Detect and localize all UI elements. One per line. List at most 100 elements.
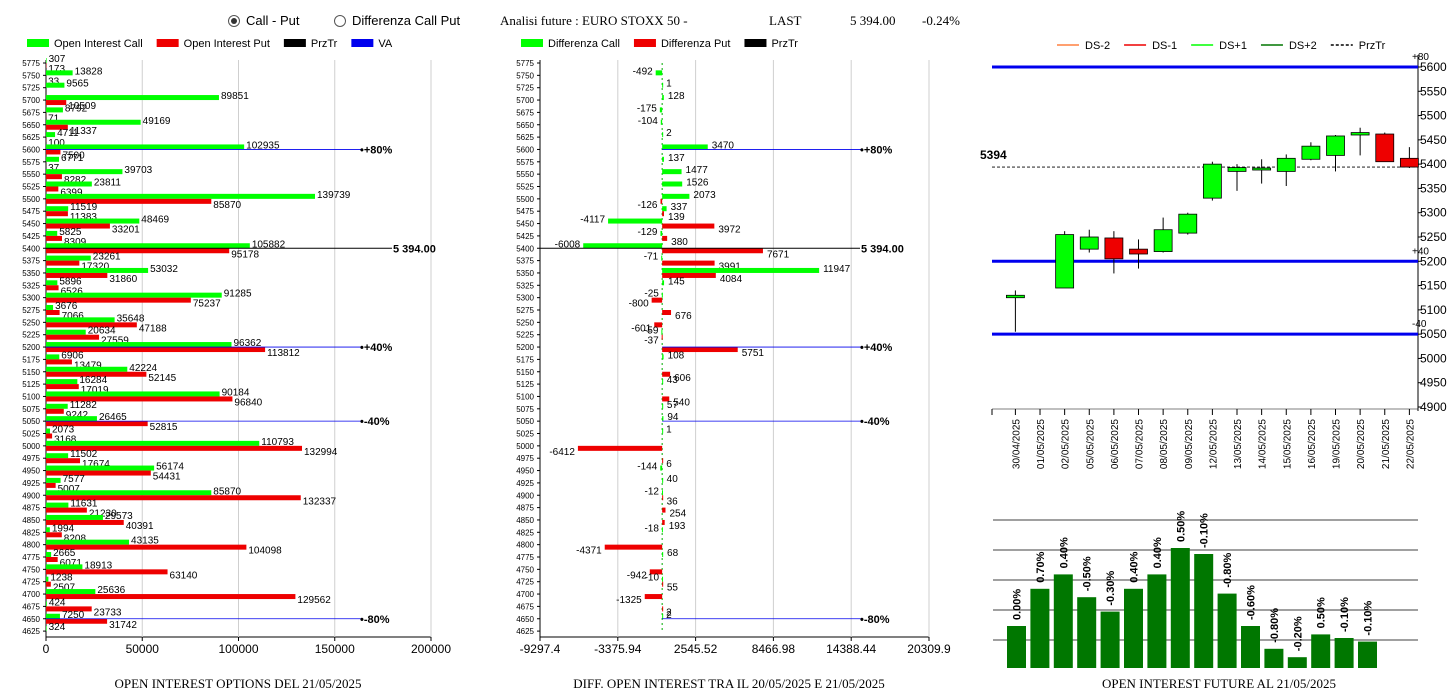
- diff-put-bar: [662, 519, 665, 525]
- oi-put-bar: [46, 285, 59, 291]
- diff-y-tick-label: 5775: [516, 59, 534, 68]
- future-bar-label: 0.40%: [1152, 537, 1164, 568]
- oi-put-bar: [46, 507, 87, 513]
- diff-y-tick-label: 4900: [516, 491, 534, 500]
- diff-value-label: -12: [645, 486, 660, 497]
- diff-value-label: 1: [666, 79, 672, 90]
- oi-legend-swatch: [156, 39, 179, 47]
- future-bar-label: 0.40%: [1058, 537, 1070, 568]
- oi-call-bar: [46, 477, 61, 483]
- candle-legend-label: DS-2: [1085, 40, 1110, 52]
- diff-legend-swatch: [521, 39, 543, 47]
- oi-future-chart: 0.00% 0.70% 0.40% -0.50% -0.30% 0.40% 0.40% 0.5…: [993, 511, 1418, 668]
- oi-put-bar: [46, 260, 80, 266]
- candle-y-tick-label: 4900: [1420, 400, 1447, 414]
- diff-y-tick-label: 5200: [516, 343, 534, 352]
- diff-value-label: -126: [637, 200, 657, 211]
- diff-put-bar: [649, 569, 663, 575]
- oi-y-tick-label: 5100: [22, 392, 40, 401]
- oi-put-bar: [46, 594, 296, 600]
- oi-call-bar: [46, 181, 92, 187]
- diff-value-label: 5751: [742, 348, 765, 359]
- oi-y-tick-label: 4675: [22, 602, 40, 611]
- diff-call-bar: [662, 95, 664, 101]
- candle-y-tick-label: 5100: [1420, 303, 1447, 317]
- oi-y-tick-label: 5550: [22, 170, 40, 179]
- diff-put-bar: [662, 581, 664, 587]
- oi-y-tick-label: 5275: [22, 306, 40, 315]
- radio-call-put[interactable]: Call - Put: [228, 13, 299, 28]
- candle-x-tick-label: 08/05/2025: [1159, 419, 1170, 469]
- diff-va-label: •-80%: [860, 614, 890, 626]
- diff-value-label: 1477: [686, 165, 709, 176]
- diff-call-bar: [662, 267, 820, 273]
- diff-value-label: 1526: [686, 178, 709, 189]
- radio-differenza[interactable]: Differenza Call Put: [334, 13, 460, 28]
- oi-y-tick-label: 5775: [22, 59, 40, 68]
- oi-put-value-label: 13479: [74, 360, 102, 371]
- future-bar: [1030, 588, 1050, 668]
- future-bar: [1147, 574, 1167, 668]
- diff-value-label: 40: [667, 474, 679, 485]
- oi-put-value-label: 8309: [64, 237, 87, 248]
- diff-put-bar: [662, 211, 664, 217]
- diff-value-label: 57: [667, 400, 679, 411]
- future-bar: [1287, 657, 1307, 668]
- oi-call-value-label: 23261: [93, 252, 121, 263]
- oi-y-tick-label: 4975: [22, 454, 40, 463]
- diff-y-tick-label: 5275: [516, 306, 534, 315]
- oi-y-tick-label: 4850: [22, 516, 40, 525]
- radio-differenza-label: Differenza Call Put: [352, 13, 461, 28]
- oi-y-tick-label: 4875: [22, 504, 40, 513]
- oi-call-value-label: 7250: [62, 610, 85, 621]
- candle-up: [1227, 167, 1247, 172]
- oi-call-bar: [46, 255, 91, 261]
- oi-call-bar: [46, 280, 58, 286]
- future-bar: [1241, 626, 1260, 668]
- oi-call-bar: [46, 366, 128, 372]
- last-change: -0.24%: [922, 13, 960, 28]
- diff-x-tick-label: 20309.9: [907, 642, 951, 656]
- oi-call-bar: [46, 107, 63, 113]
- oi-call-bar: [46, 95, 219, 101]
- diff-put-bar: [661, 334, 663, 340]
- oi-put-value-label: 31860: [109, 274, 137, 285]
- diff-x-tick-label: 2545.52: [674, 642, 718, 656]
- oi-put-value-label: 33201: [112, 225, 140, 236]
- diff-call-bar: [661, 527, 663, 533]
- diff-value-label: -71: [644, 252, 659, 263]
- oi-put-bar: [46, 458, 81, 464]
- oi-put-value-label: 95178: [231, 249, 259, 260]
- diff-value-label: 676: [675, 311, 692, 322]
- oi-call-value-label: 6771: [61, 153, 84, 164]
- candlestick-chart: DS-2 DS-1 DS+1 DS+2 PrzTr 5600 5550 5500 5450 540…: [980, 40, 1447, 469]
- candle-x-tick-label: 14/05/2025: [1258, 419, 1269, 469]
- candle-up: [1153, 229, 1173, 252]
- oi-call-value-label: 89851: [221, 91, 249, 102]
- future-bar-label: -0.80%: [1269, 608, 1281, 643]
- oi-y-tick-label: 5025: [22, 430, 40, 439]
- oi-y-tick-label: 5650: [22, 121, 40, 130]
- diff-call-bar: [662, 82, 664, 88]
- candle-last-price-label: 5394: [980, 148, 1007, 162]
- diff-value-label: -144: [637, 462, 657, 473]
- future-bar-label: 0.40%: [1129, 551, 1141, 582]
- future-bar-label: -0.10%: [1339, 597, 1351, 632]
- oi-put-value-label: 17320: [81, 262, 109, 273]
- oi-x-tick-label: 200000: [411, 642, 451, 656]
- candle-x-tick-label: 13/05/2025: [1233, 419, 1244, 469]
- candle-y-tick-label: 5050: [1420, 327, 1447, 341]
- diff-put-bar: [660, 198, 663, 204]
- oi-y-tick-label: 5225: [22, 331, 40, 340]
- oi-put-value-label: 132994: [304, 447, 338, 458]
- diff-x-tick-label: 8466.98: [752, 642, 796, 656]
- oi-call-value-label: 29573: [105, 511, 133, 522]
- oi-put-value-label: 113812: [267, 348, 300, 359]
- diff-value-label: 128: [668, 91, 685, 102]
- oi-call-bar: [46, 527, 50, 533]
- last-value: 5 394.00: [850, 13, 896, 28]
- diff-call-bar: [662, 181, 683, 187]
- oi-call-bar: [46, 305, 54, 310]
- future-bar-label: -0.30%: [1105, 571, 1117, 606]
- diff-value-label: -59: [644, 326, 659, 337]
